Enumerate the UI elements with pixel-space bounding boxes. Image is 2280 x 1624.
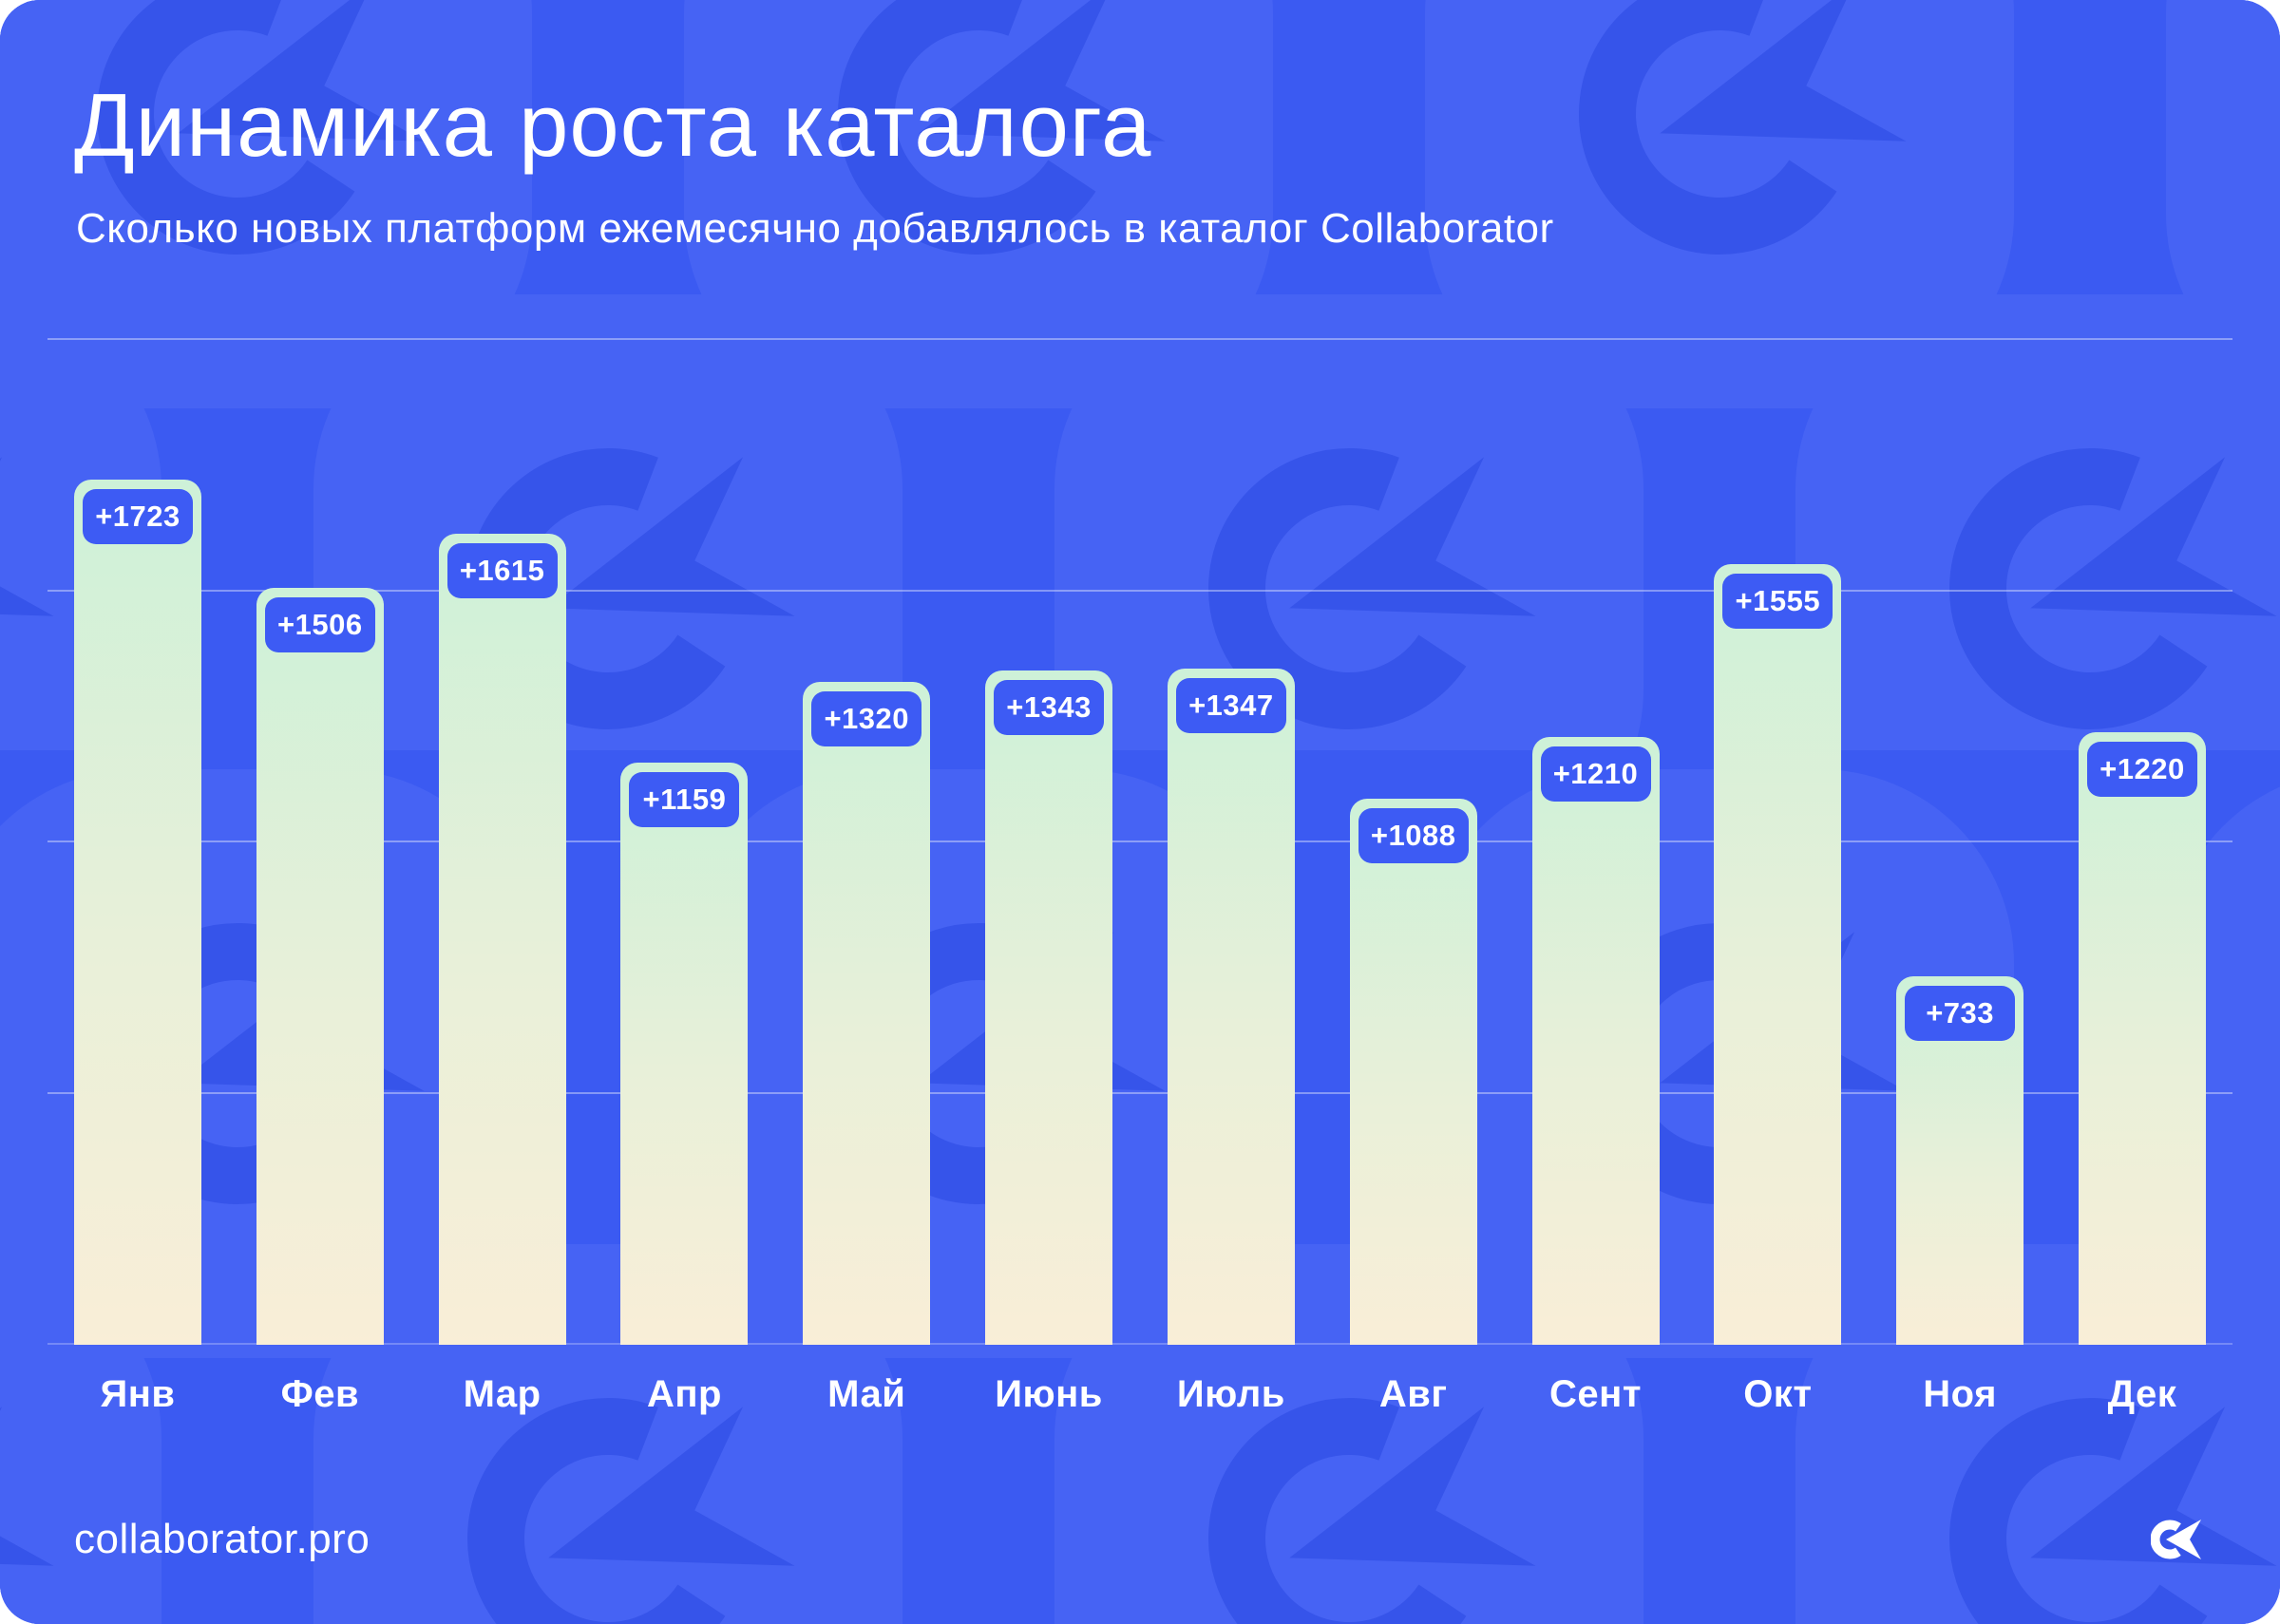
x-axis-label: Авг <box>1378 1373 1448 1415</box>
bar-value-badge: +1210 <box>1540 746 1651 802</box>
bar-value-badge: +1506 <box>264 597 375 652</box>
bar-value-badge: +1615 <box>446 543 558 598</box>
bar-column: +1506 Фев <box>256 285 384 1415</box>
x-axis-label: Окт <box>1743 1373 1813 1415</box>
bar-value-badge: +1343 <box>994 680 1105 735</box>
bar: +733 <box>1896 976 2024 1345</box>
bar: +1320 <box>803 682 931 1345</box>
bar-value-badge: +733 <box>1905 986 2016 1041</box>
bar: +1347 <box>1167 669 1295 1345</box>
x-axis-label: Фев <box>280 1373 360 1415</box>
bar-column: +1555 Окт <box>1714 285 1842 1415</box>
bar-column: +1320 Май <box>803 285 931 1415</box>
site-url[interactable]: collaborator.pro <box>74 1516 370 1562</box>
x-axis-label: Мар <box>463 1373 542 1415</box>
bar-chart-plot-area: +1723 Янв +1506 Фев +1615 Мар +1159 Апр +1320 Май… <box>74 285 2206 1415</box>
gridline <box>48 1092 2232 1094</box>
bar-column: +1723 Янв <box>74 285 201 1415</box>
bar: +1506 <box>256 588 384 1345</box>
bar-column: +1159 Апр <box>620 285 749 1415</box>
collaborator-logo-icon <box>2151 1520 2201 1559</box>
bar-value-badge: +1555 <box>1722 574 1834 629</box>
x-axis-label: Апр <box>646 1373 722 1415</box>
x-axis-label: Ноя <box>1923 1373 1997 1415</box>
bar: +1343 <box>985 670 1113 1345</box>
bar: +1723 <box>74 480 201 1345</box>
grid-layer <box>48 285 2232 1345</box>
bar-column: +1210 Сент <box>1531 285 1660 1415</box>
bar-value-badge: +1088 <box>1358 808 1469 863</box>
page-title: Динамика роста каталога <box>74 75 1152 175</box>
bar-column: +1088 Авг <box>1349 285 1477 1415</box>
bar: +1210 <box>1531 737 1660 1345</box>
bar-value-badge: +1347 <box>1175 678 1286 733</box>
x-axis-label: Июль <box>1176 1373 1285 1415</box>
footer: collaborator.pro <box>74 1516 2202 1563</box>
gridline <box>48 338 2232 340</box>
x-axis-label: Дек <box>2107 1373 2177 1415</box>
bar-column: +733 Ноя <box>1896 285 2024 1415</box>
bar-value-badge: +1320 <box>811 691 922 746</box>
bar: +1159 <box>620 763 749 1345</box>
bar-column: +1343 Июнь <box>985 285 1113 1415</box>
bar: +1220 <box>2078 732 2206 1345</box>
x-axis-baseline <box>48 1343 2232 1345</box>
bar-value-badge: +1723 <box>83 489 193 544</box>
x-axis-label: Янв <box>100 1373 176 1415</box>
x-axis-label: Май <box>827 1373 906 1415</box>
x-axis-label: Июнь <box>995 1373 1103 1415</box>
bar: +1088 <box>1349 799 1477 1345</box>
x-axis-label: Сент <box>1549 1373 1642 1415</box>
gridline <box>48 840 2232 842</box>
bar-value-badge: +1220 <box>2086 742 2197 797</box>
gridline <box>48 590 2232 592</box>
bar-column: +1615 Мар <box>438 285 566 1415</box>
page-subtitle: Сколько новых платформ ежемесячно добавл… <box>76 205 1554 252</box>
bar-column: +1220 Дек <box>2078 285 2206 1415</box>
bar-value-badge: +1159 <box>629 772 740 827</box>
bar-column: +1347 Июль <box>1167 285 1295 1415</box>
bar: +1555 <box>1714 564 1842 1345</box>
bar: +1615 <box>438 534 566 1345</box>
